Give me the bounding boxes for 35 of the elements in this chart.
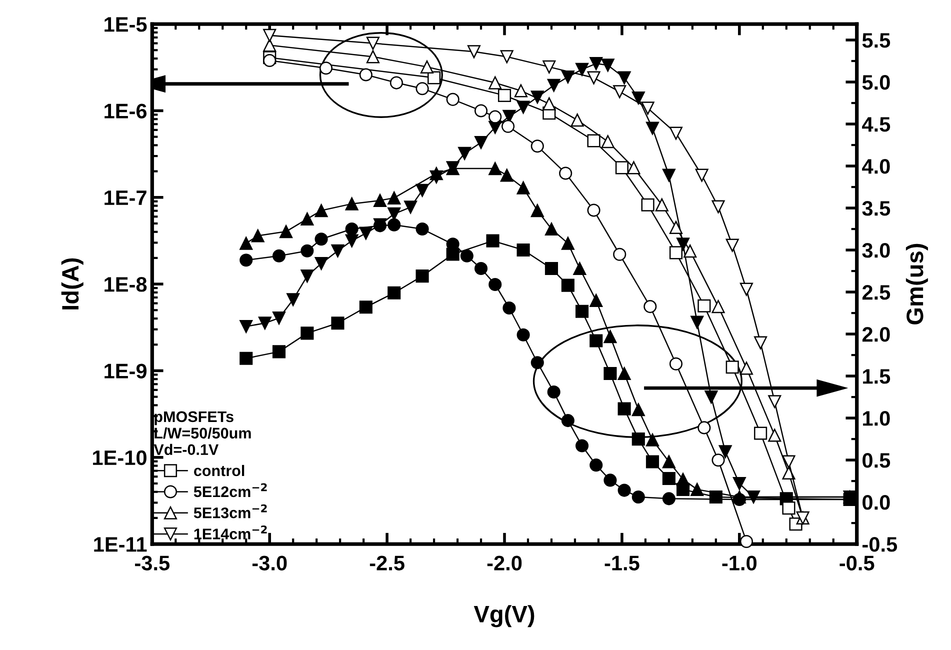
y2-tick-label: 5.0: [862, 75, 890, 90]
legend-title: pMOSFETs L/W=50/50um Vd=-0.1V: [154, 411, 251, 456]
y-tick-label: 1E-6: [104, 104, 147, 118]
y2-tick-label: 1.0: [863, 411, 890, 426]
y2-tick-label: 4.0: [862, 159, 890, 174]
y-tick-label: 1E-9: [104, 364, 147, 378]
y-tick-label: 1E-10: [93, 450, 146, 466]
legend-label: 1E14cm$^{−2}$: [194, 525, 267, 540]
y2-axis-title: Gm(us): [906, 244, 928, 324]
y2-tick-label: 0.0: [862, 495, 890, 510]
y2-tick-label: 5.5: [862, 33, 890, 48]
y2-tick-label: 2.5: [862, 285, 890, 300]
x-axis-title: Vg(V): [474, 605, 534, 628]
y-tick-label: 1E-8: [104, 277, 147, 292]
x-tick-label: -3.0: [252, 556, 287, 570]
y2-tick-label: 1.5: [863, 369, 890, 384]
x-tick-label: -3.5: [135, 556, 170, 570]
y2-tick-label: 3.5: [862, 201, 890, 216]
y-tick-label: 1E-5: [104, 17, 147, 32]
y2-tick-label: 4.5: [862, 117, 890, 132]
x-tick-label: -1.5: [604, 556, 640, 570]
y-tick-label: 1E-7: [104, 190, 146, 205]
y-tick-label: 1E-11: [94, 537, 147, 552]
legend-label: 5E13cm$^{−2}$: [194, 504, 267, 518]
x-tick-label: -1.0: [722, 556, 756, 570]
y2-tick-label: 0.5: [862, 453, 890, 468]
x-tick-label: -2.5: [370, 556, 404, 570]
y2-tick-label: -0.5: [862, 537, 898, 552]
legend-label: 5E12cm$^{−2}$: [194, 483, 267, 498]
y2-tick-label: 3.0: [862, 243, 890, 258]
y-axis-title: Id(A): [61, 258, 84, 310]
y2-tick-label: 2.0: [862, 327, 890, 342]
x-tick-label: -0.5: [840, 556, 874, 570]
x-tick-label: -2.0: [487, 556, 522, 570]
legend-label: control: [194, 464, 244, 476]
